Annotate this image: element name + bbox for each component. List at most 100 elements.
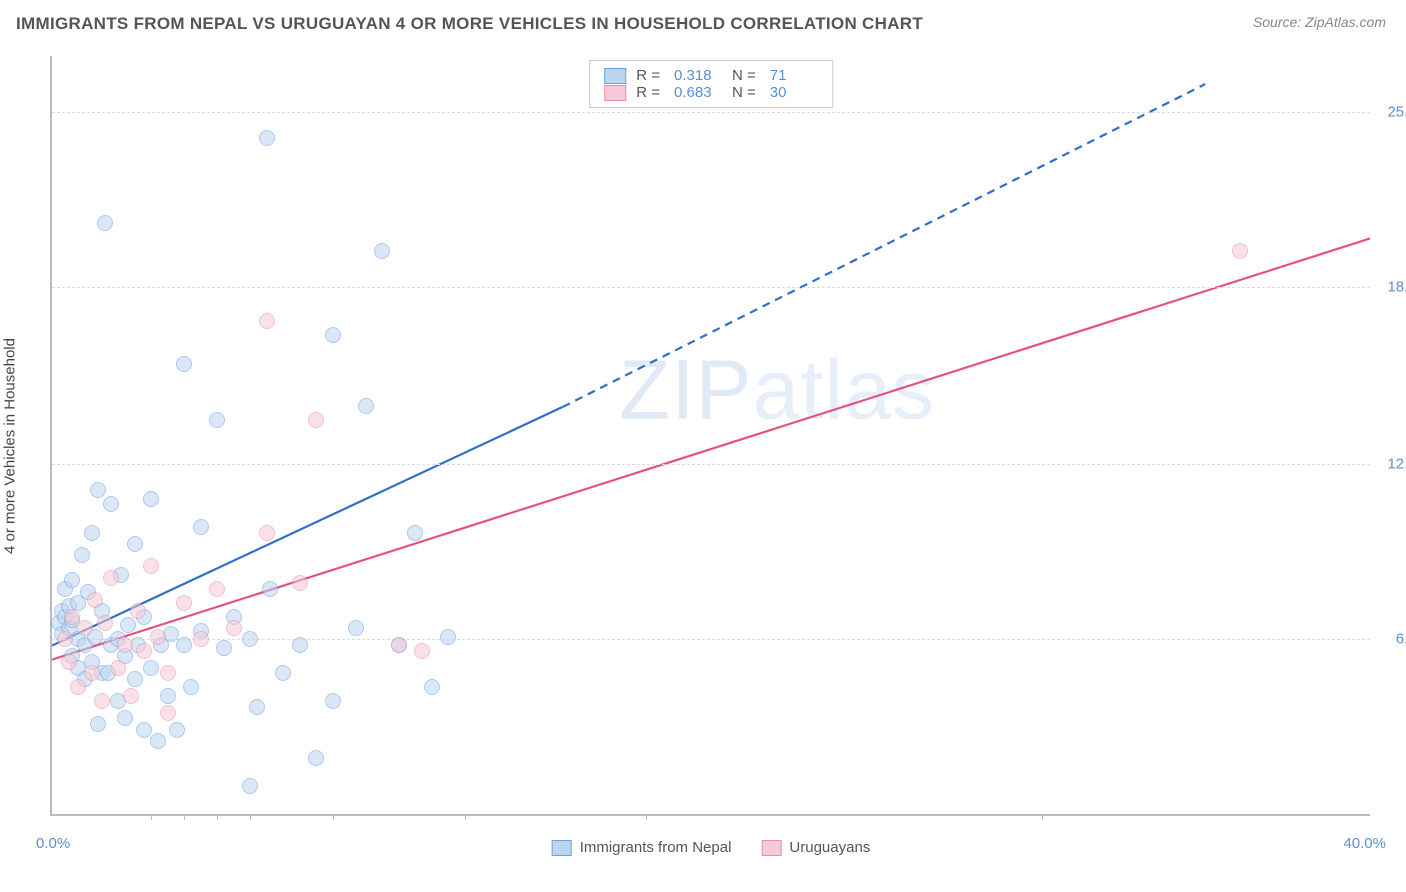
x-tick [217,814,218,820]
data-point [143,558,159,574]
x-tick [465,814,466,820]
gridline [52,112,1370,113]
data-point [262,581,278,597]
data-point [97,215,113,231]
data-point [259,130,275,146]
data-point [259,313,275,329]
data-point [117,637,133,653]
trend-lines [52,56,1370,814]
data-point [292,575,308,591]
data-point [150,733,166,749]
data-point [325,693,341,709]
data-point [414,643,430,659]
data-point [117,710,133,726]
data-point [130,603,146,619]
r-label: R = [636,67,660,84]
watermark: ZIPatlas [619,341,935,438]
data-point [440,629,456,645]
data-point [64,572,80,588]
r-label: R = [636,84,660,101]
data-point [176,356,192,372]
data-point [249,699,265,715]
x-tick [151,814,152,820]
x-tick [184,814,185,820]
legend-label: Immigrants from Nepal [580,839,732,856]
y-tick-label: 12.5% [1375,456,1406,473]
y-tick-label: 6.3% [1375,630,1406,647]
data-point [160,705,176,721]
n-label: N = [732,84,756,101]
source-attribution: Source: ZipAtlas.com [1253,14,1386,30]
data-point [242,631,258,647]
data-point [103,570,119,586]
data-point [209,412,225,428]
gridline [52,287,1370,288]
data-point [84,665,100,681]
data-point [259,525,275,541]
x-tick [1042,814,1043,820]
data-point [143,660,159,676]
data-point [209,581,225,597]
data-point [57,631,73,647]
data-point [136,722,152,738]
data-point [61,654,77,670]
data-point [143,491,159,507]
gridline [52,464,1370,465]
n-value: 30 [770,84,818,101]
data-point [90,716,106,732]
x-axis-min: 0.0% [36,835,70,852]
x-tick [250,814,251,820]
y-tick-label: 18.8% [1375,278,1406,295]
data-point [127,671,143,687]
y-axis-label: 4 or more Vehicles in Household [2,338,19,554]
legend-item: Immigrants from Nepal [552,839,732,856]
data-point [97,615,113,631]
legend-item: Uruguayans [761,839,870,856]
data-point [292,637,308,653]
n-label: N = [732,67,756,84]
y-tick-label: 25.0% [1375,104,1406,121]
data-point [84,525,100,541]
data-point [103,496,119,512]
data-point [94,693,110,709]
data-point [374,243,390,259]
data-point [90,482,106,498]
n-value: 71 [770,67,818,84]
series-legend: Immigrants from Nepal Uruguayans [552,839,871,856]
data-point [325,327,341,343]
data-point [407,525,423,541]
x-tick [646,814,647,820]
legend-label: Uruguayans [789,839,870,856]
data-point [183,679,199,695]
x-tick [333,814,334,820]
data-point [74,547,90,563]
data-point [308,750,324,766]
scatter-chart: ZIPatlas R = 0.318 N = 71 R = 0.683 N = … [50,56,1370,816]
swatch-icon [761,840,781,856]
swatch-icon [604,68,626,84]
data-point [64,609,80,625]
data-point [358,398,374,414]
x-axis-max: 40.0% [1343,835,1386,852]
r-value: 0.683 [674,84,722,101]
data-point [308,412,324,428]
correlation-legend: R = 0.318 N = 71 R = 0.683 N = 30 [589,60,833,108]
legend-row-nepal: R = 0.318 N = 71 [604,67,818,84]
data-point [120,617,136,633]
data-point [242,778,258,794]
r-value: 0.318 [674,67,722,84]
data-point [150,629,166,645]
data-point [348,620,364,636]
data-point [1232,243,1248,259]
data-point [176,637,192,653]
data-point [77,620,93,636]
data-point [160,665,176,681]
data-point [424,679,440,695]
legend-row-uruguayan: R = 0.683 N = 30 [604,84,818,101]
chart-title: IMMIGRANTS FROM NEPAL VS URUGUAYAN 4 OR … [16,14,923,34]
data-point [226,620,242,636]
data-point [87,592,103,608]
swatch-icon [604,85,626,101]
data-point [110,660,126,676]
data-point [160,688,176,704]
